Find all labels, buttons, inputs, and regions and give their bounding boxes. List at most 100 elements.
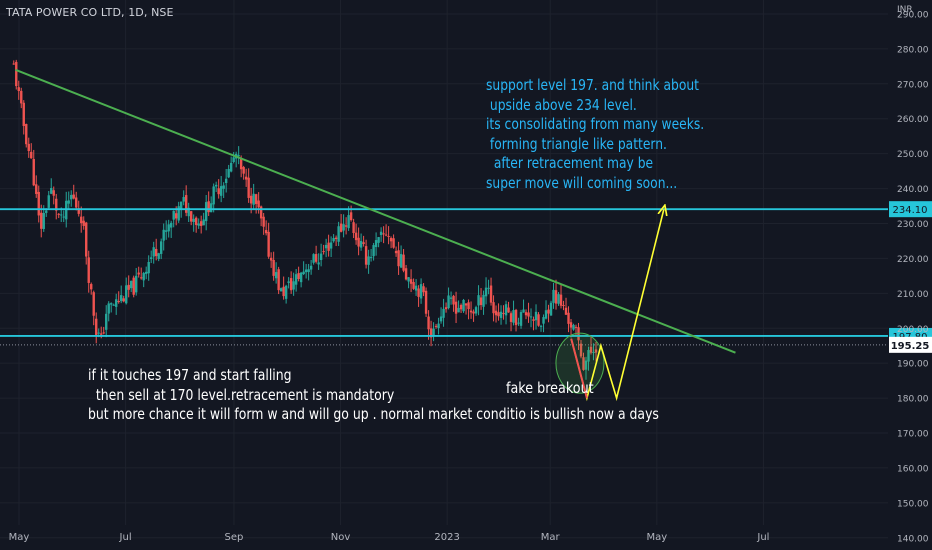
candle-body: [117, 301, 120, 303]
candle-body: [159, 241, 163, 254]
candle-body: [519, 312, 523, 326]
candle-body: [354, 232, 358, 241]
candle-body: [199, 221, 203, 226]
candle-body: [182, 197, 185, 202]
candle-body: [307, 269, 310, 273]
candle-body: [392, 238, 395, 248]
candle-body: [314, 254, 318, 262]
candle-body: [179, 201, 183, 210]
candle-body: [189, 211, 193, 222]
candle-body: [592, 351, 595, 353]
candle-body: [217, 188, 220, 195]
candle-body: [22, 102, 25, 126]
candle-body: [50, 188, 53, 194]
candle-body: [549, 302, 553, 316]
candle-body: [387, 236, 390, 238]
annotation-fake-breakout: fake breakout: [506, 379, 594, 397]
candle-body: [45, 210, 48, 213]
candle-body: [277, 269, 280, 291]
candle-body: [569, 322, 573, 328]
candle-body: [369, 257, 373, 259]
candle-body: [282, 286, 285, 297]
candle-body: [377, 237, 380, 243]
candle-body: [439, 316, 443, 322]
candle-body: [192, 218, 195, 223]
candle-body: [552, 289, 555, 303]
candle-body: [135, 275, 138, 293]
candle-body: [20, 90, 23, 104]
candle-body: [40, 212, 43, 229]
candle-body: [302, 271, 305, 275]
y-tick-label: 140.00: [897, 534, 929, 544]
candle-body: [324, 244, 328, 249]
y-tick-label: 160.00: [897, 464, 929, 474]
candle-body: [419, 284, 423, 299]
candle-body: [274, 272, 278, 279]
candle-body: [449, 297, 453, 299]
candle-body: [294, 274, 298, 285]
candle-body: [102, 332, 105, 334]
candle-body: [304, 269, 308, 273]
candle-body: [499, 311, 503, 318]
candle-body: [322, 251, 325, 253]
candle-body: [582, 357, 585, 370]
candle-body: [334, 237, 338, 239]
candle-body: [259, 206, 263, 219]
candle-body: [212, 186, 215, 205]
candle-body: [262, 216, 265, 227]
candle-body: [219, 186, 223, 196]
candle-body: [227, 168, 230, 178]
candle-body: [394, 250, 398, 254]
candle-body: [574, 326, 578, 328]
candle-body: [15, 61, 18, 87]
candle-body: [214, 184, 218, 187]
candle-body: [30, 151, 33, 159]
chart-title: TATA POWER CO LTD, 1D, NSE: [6, 6, 174, 19]
candle-body: [27, 143, 30, 152]
candle-body: [107, 303, 110, 314]
candle-body: [517, 322, 520, 324]
candle-body: [472, 311, 475, 314]
candle-body: [584, 360, 588, 370]
candle-body: [75, 197, 78, 208]
candle-body: [467, 302, 470, 310]
candle-body: [272, 259, 275, 276]
candle-body: [332, 237, 335, 242]
candle-body: [444, 307, 448, 310]
candle-body: [70, 194, 73, 200]
candle-body: [362, 242, 365, 244]
candle-body: [564, 307, 568, 315]
candle-body: [154, 248, 158, 257]
candle-body: [130, 280, 133, 289]
y-tick-label: 260.00: [897, 115, 929, 125]
annotation-bottom: if it touches 197 and start falling then…: [88, 366, 659, 423]
candle-body: [447, 295, 450, 309]
candle-body: [487, 287, 490, 289]
y-tick-label: 240.00: [897, 185, 929, 195]
candle-body: [77, 208, 80, 214]
candle-body: [125, 285, 128, 304]
trendline: [15, 68, 736, 354]
candle-body: [197, 223, 200, 226]
candle-body: [347, 215, 350, 229]
candle-body: [284, 285, 288, 299]
candle-body: [534, 311, 538, 321]
candle-body: [422, 286, 425, 293]
candle-body: [55, 198, 58, 211]
candle-body: [65, 200, 68, 220]
candle-body: [207, 201, 210, 213]
candle-body: [494, 310, 498, 316]
candle-body: [142, 272, 145, 281]
x-tick-label: May: [646, 532, 667, 543]
candle-body: [409, 279, 413, 284]
y-tick-label: 290.00: [897, 10, 929, 20]
candle-body: [72, 194, 75, 199]
candle-body: [484, 287, 488, 297]
candle-body: [149, 257, 153, 259]
candle-body: [25, 124, 28, 145]
candle-body: [122, 298, 125, 302]
candle-body: [229, 162, 233, 172]
y-tick-label: 200.00: [897, 325, 929, 335]
candle-body: [469, 310, 473, 313]
